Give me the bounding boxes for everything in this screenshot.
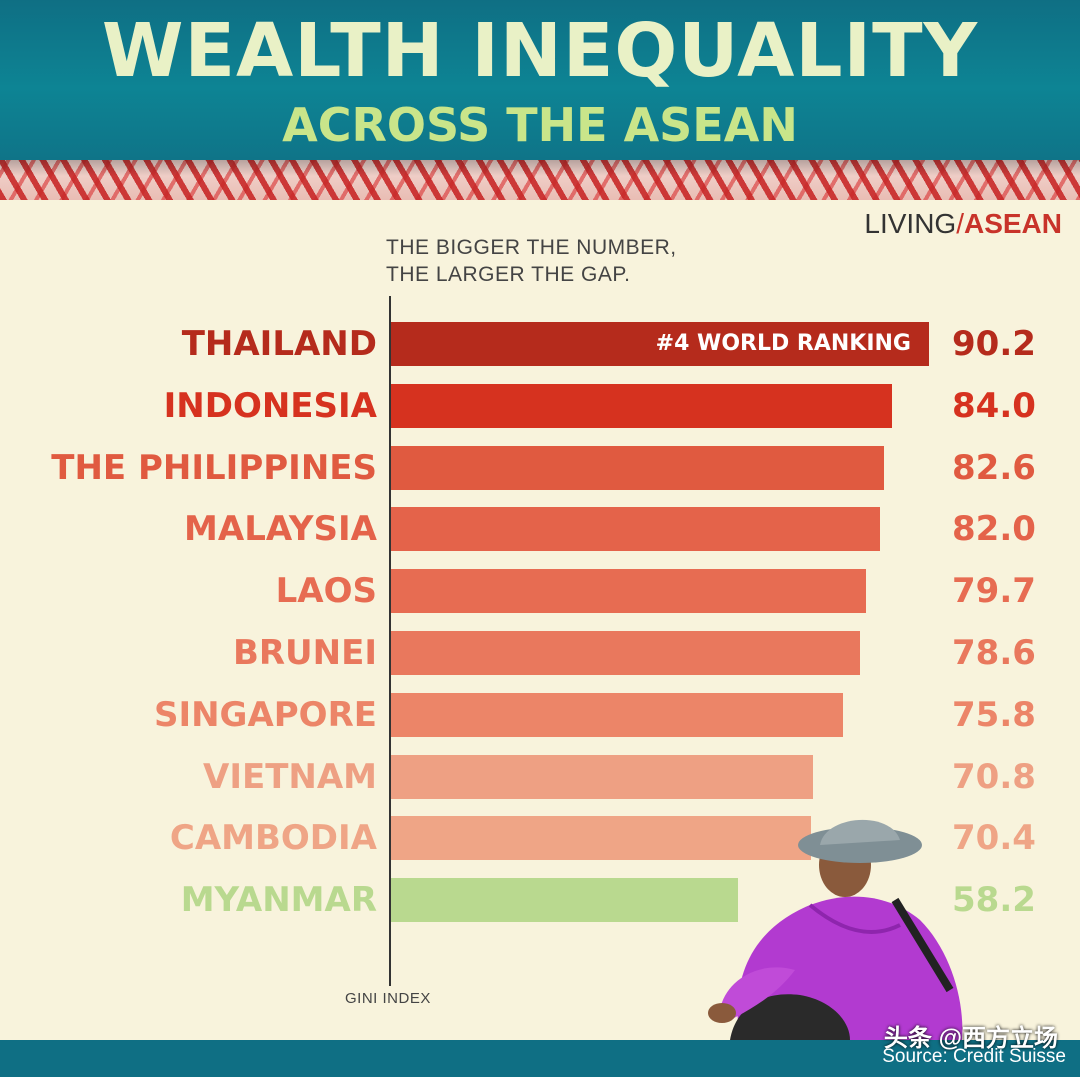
category-label: VIETNAM xyxy=(203,756,377,797)
bar-malaysia xyxy=(391,507,881,552)
world-ranking-annotation: #4 WORLD RANKING xyxy=(655,331,911,356)
chart-title: WEALTH INEQUALITY xyxy=(101,8,979,94)
bar-myanmar xyxy=(391,878,739,923)
category-label: THE PHILIPPINES xyxy=(51,447,377,488)
category-label: MALAYSIA xyxy=(184,509,377,550)
category-label: BRUNEI xyxy=(232,633,377,673)
source-credit: Source: Credit Suisse xyxy=(882,1046,1066,1067)
value-label: 75.8 xyxy=(952,694,1036,735)
footer-bar xyxy=(0,1040,1080,1077)
bar-singapore xyxy=(391,692,844,737)
bar-brunei xyxy=(391,631,860,675)
living-asean-logo: LIVING/ASEAN xyxy=(864,208,1062,240)
value-label: 79.7 xyxy=(952,571,1036,612)
person-photo-illustration xyxy=(708,819,963,1040)
logo-asean-text: ASEAN xyxy=(963,208,1062,239)
category-label: MYANMAR xyxy=(180,880,377,921)
bar-laos xyxy=(391,569,867,614)
y-axis-line xyxy=(389,296,391,986)
pattern-shade xyxy=(0,160,1080,200)
category-label: LAOS xyxy=(275,571,377,612)
decorative-pattern-strip xyxy=(0,160,1080,200)
value-label: 78.6 xyxy=(952,633,1036,673)
logo-slash: / xyxy=(956,208,964,239)
chart-subtitle: ACROSS THE ASEAN xyxy=(282,98,798,152)
explanation-note: THE BIGGER THE NUMBER, THE LARGER THE GA… xyxy=(386,234,677,288)
bar-cambodia xyxy=(391,816,811,861)
bar-thailand xyxy=(391,322,929,366)
value-label: 70.4 xyxy=(952,818,1036,859)
x-axis-label: GINI INDEX xyxy=(345,990,431,1007)
category-label: SINGAPORE xyxy=(153,694,377,735)
category-label: CAMBODIA xyxy=(169,818,377,859)
value-label: 90.2 xyxy=(952,324,1036,364)
note-line-2: THE LARGER THE GAP. xyxy=(386,263,631,286)
watermark: 头条 @西方立场 xyxy=(883,1025,1058,1052)
value-label: 82.0 xyxy=(952,509,1036,550)
note-line-1: THE BIGGER THE NUMBER, xyxy=(386,236,677,259)
bar-the-philippines xyxy=(391,445,884,490)
header-banner xyxy=(0,0,1080,160)
value-label: 84.0 xyxy=(952,385,1036,426)
value-label: 82.6 xyxy=(952,447,1036,488)
value-label: 70.8 xyxy=(952,756,1036,797)
value-label: 58.2 xyxy=(952,880,1036,921)
bar-indonesia xyxy=(391,383,893,428)
logo-living-text: LIVING xyxy=(864,208,957,239)
category-label: INDONESIA xyxy=(163,385,377,426)
bar-vietnam xyxy=(391,754,814,799)
category-label: THAILAND xyxy=(181,324,377,364)
